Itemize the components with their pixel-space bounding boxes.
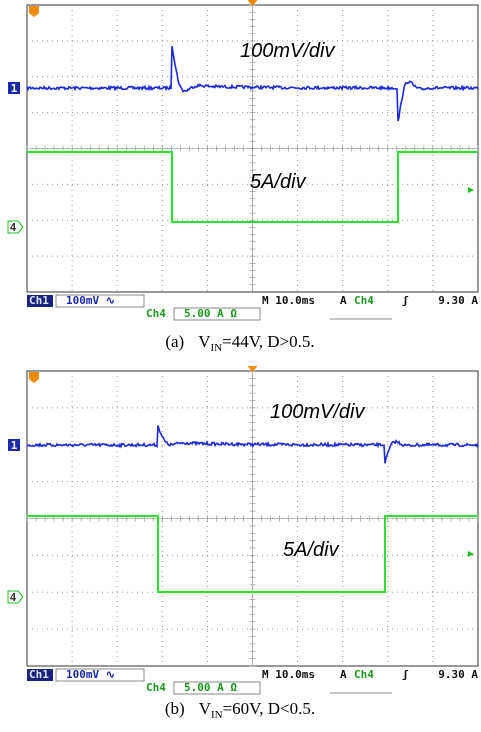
caption-text: =60V, D<0.5. xyxy=(223,699,316,718)
caption-text: =44V, D>0.5. xyxy=(222,332,315,351)
trigger-slope: ʃ xyxy=(402,294,409,307)
caption-label: (b) xyxy=(165,699,185,718)
ch1-label: Ch1 xyxy=(29,668,49,681)
timebase: M 10.0ms xyxy=(262,668,315,681)
caption-subscript: IN xyxy=(211,709,223,721)
caption: (b) VIN=60V, D<0.5. xyxy=(165,699,315,721)
ch4-scale: 5.00 A Ω xyxy=(184,681,237,694)
current-scale-label: 5A/div xyxy=(283,539,340,561)
caption-v: V xyxy=(198,332,211,351)
trigger-slope: ʃ xyxy=(402,668,409,681)
ch4-label: Ch4 xyxy=(146,307,166,320)
voltage-scale-label: 100mV/div xyxy=(270,401,365,423)
trigger-level: 9.30 A xyxy=(438,294,478,307)
ch1-scale: 100mV ∿ xyxy=(66,668,115,681)
channel-marker-label: 4 xyxy=(10,591,17,604)
channel-marker-label: 1 xyxy=(11,82,18,95)
caption: (a) VIN=44V, D>0.5. xyxy=(165,332,314,354)
scope-panel: 1 4 100mV/div 5A/div Ch1 100mV ∿ M 10.0ms A Ch4 ʃ… xyxy=(8,0,478,320)
ch1-scale: 100mV ∿ xyxy=(66,294,115,307)
scope-panel: 1 4 100mV/div 5A/div Ch1 100mV ∿ M 10.0ms A Ch4 ʃ… xyxy=(8,366,478,694)
caption-subscript: IN xyxy=(211,342,223,354)
caption-v: V xyxy=(199,699,212,718)
ch4-label: Ch4 xyxy=(146,681,166,694)
trigger-source: Ch4 xyxy=(354,668,374,681)
channel-marker-label: 4 xyxy=(10,221,17,234)
ch4-scale: 5.00 A Ω xyxy=(184,307,237,320)
timebase: M 10.0ms xyxy=(262,294,315,307)
caption-label: (a) xyxy=(165,332,184,351)
figure: 1 4 100mV/div 5A/div Ch1 100mV ∿ M 10.0ms A Ch4 ʃ… xyxy=(0,0,481,732)
trigger-mode: A xyxy=(340,668,347,681)
voltage-scale-label: 100mV/div xyxy=(240,40,335,62)
trigger-level: 9.30 A xyxy=(438,668,478,681)
trigger-source: Ch4 xyxy=(354,294,374,307)
current-scale-label: 5A/div xyxy=(250,171,307,193)
trigger-mode: A xyxy=(340,294,347,307)
ch1-label: Ch1 xyxy=(29,294,49,307)
channel-marker-label: 1 xyxy=(11,439,18,452)
